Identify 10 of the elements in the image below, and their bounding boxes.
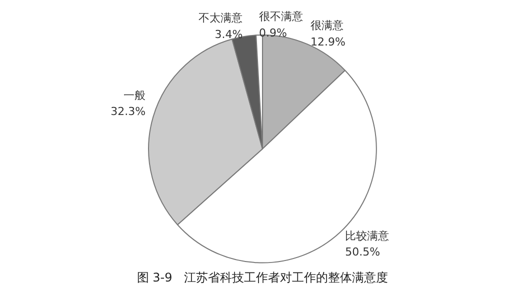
data-label: 32.3%: [110, 105, 146, 118]
text: 图 3-9 江苏省科技工作者对工作的整体满意度: [136, 270, 388, 284]
data-label: 3.4%: [214, 28, 243, 41]
data-label: 50.5%: [345, 246, 380, 259]
slice-label: 很满意: [310, 19, 344, 32]
slice-label: 不太满意: [198, 12, 243, 25]
slice-label: 一般: [124, 88, 146, 102]
slice-label: 很不满意: [259, 10, 304, 24]
data-label: 12.9%: [310, 35, 346, 48]
slice-label: 比较满意: [345, 229, 390, 242]
